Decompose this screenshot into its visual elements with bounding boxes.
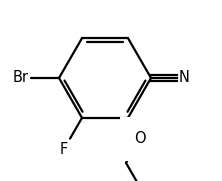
Text: O: O — [134, 131, 146, 146]
Text: N: N — [179, 71, 190, 85]
Text: F: F — [60, 142, 68, 157]
Text: Br: Br — [13, 71, 29, 85]
